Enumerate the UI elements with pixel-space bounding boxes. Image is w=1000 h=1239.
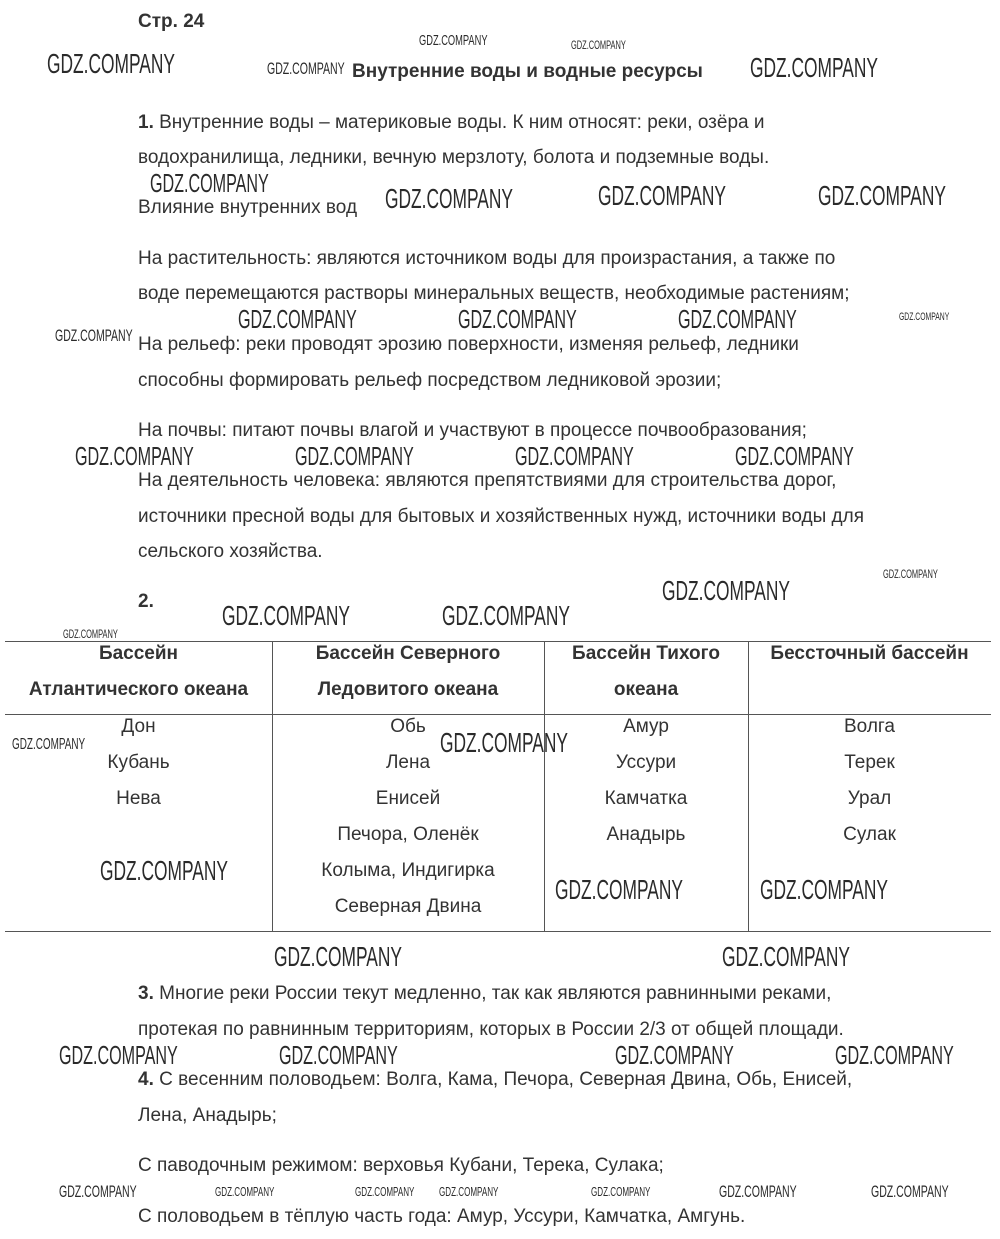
table-header-cell: Атлантического океана xyxy=(28,679,249,700)
watermark-logo: GDZ.COMPANY xyxy=(59,1040,178,1070)
q3-text: Многие реки России текут медленно, так к… xyxy=(153,983,832,1004)
watermark-logo: GDZ.COMPANY xyxy=(12,736,86,753)
table-cell: Кубань xyxy=(107,752,170,773)
watermark-logo: GDZ.COMPANY xyxy=(439,1183,499,1199)
q3-line1: 3. Многие реки России текут медленно, та… xyxy=(138,983,831,1005)
watermark-logo: GDZ.COMPANY xyxy=(899,310,950,323)
watermark-logo: GDZ.COMPANY xyxy=(419,31,488,49)
watermark-logo: GDZ.COMPANY xyxy=(883,567,938,581)
table-cell: Енисей xyxy=(375,788,441,809)
table-header-cell: океана xyxy=(613,679,679,700)
watermark-logo: GDZ.COMPANY xyxy=(440,727,568,758)
influence-human-3: сельского хозяйства. xyxy=(138,541,323,562)
influence-heading: Влияние внутренних вод xyxy=(138,197,358,218)
page-title: Внутренние воды и водные ресурсы xyxy=(352,61,703,82)
watermark-logo: GDZ.COMPANY xyxy=(555,874,683,905)
table-border-bottom xyxy=(5,931,991,932)
table-cell: Сулак xyxy=(843,824,896,845)
table-header-cell: Ледовитого океана xyxy=(317,679,499,700)
watermark-logo: GDZ.COMPANY xyxy=(63,627,118,641)
watermark-logo: GDZ.COMPANY xyxy=(267,58,345,78)
watermark-logo: GDZ.COMPANY xyxy=(238,304,357,334)
watermark-logo: GDZ.COMPANY xyxy=(515,441,634,471)
q4-line1: 4. С весенним половодьем: Волга, Кама, П… xyxy=(138,1069,852,1091)
q3-line2: протекая по равнинным территориям, котор… xyxy=(138,1019,844,1040)
watermark-logo: GDZ.COMPANY xyxy=(719,1181,797,1201)
q1-line2: водохранилища, ледники, вечную мерзлоту,… xyxy=(138,147,770,168)
watermark-logo: GDZ.COMPANY xyxy=(59,1181,137,1201)
watermark-logo: GDZ.COMPANY xyxy=(571,38,626,52)
q4-line4: С половодьем в тёплую часть года: Амур, … xyxy=(138,1206,746,1227)
watermark-logo: GDZ.COMPANY xyxy=(355,1183,415,1199)
influence-human-2: источники пресной воды для бытовых и хоз… xyxy=(138,506,864,527)
table-cell: Камчатка xyxy=(604,788,688,809)
influence-human-1: На деятельность человека: являются препя… xyxy=(138,470,837,491)
page-label: Стр. 24 xyxy=(138,11,205,32)
watermark-logo: GDZ.COMPANY xyxy=(818,180,946,211)
watermark-logo: GDZ.COMPANY xyxy=(150,168,269,198)
table-cell: Терек xyxy=(844,752,895,773)
table-header-cell: Бассейн Тихого xyxy=(572,643,720,664)
influence-soil: На почвы: питают почвы влагой и участвую… xyxy=(138,420,807,441)
table-cell: Обь xyxy=(390,716,426,737)
watermark-logo: GDZ.COMPANY xyxy=(222,600,350,631)
watermark-logo: GDZ.COMPANY xyxy=(279,1040,398,1070)
table-cell: Печора, Оленёк xyxy=(337,824,479,845)
watermark-logo: GDZ.COMPANY xyxy=(662,575,790,606)
q4-text: С весенним половодьем: Волга, Кама, Печо… xyxy=(153,1069,853,1090)
column-divider xyxy=(748,641,749,932)
watermark-logo: GDZ.COMPANY xyxy=(735,441,854,471)
watermark-logo: GDZ.COMPANY xyxy=(722,941,850,972)
influence-plants-2: воде перемещаются растворы минеральных в… xyxy=(138,283,850,304)
influence-relief-1: На рельеф: реки проводят эрозию поверхно… xyxy=(138,334,799,355)
watermark-logo: GDZ.COMPANY xyxy=(615,1040,734,1070)
watermark-logo: GDZ.COMPANY xyxy=(458,304,577,334)
table-cell: Колыма, Индигирка xyxy=(321,860,495,881)
watermark-logo: GDZ.COMPANY xyxy=(598,180,726,211)
watermark-logo: GDZ.COMPANY xyxy=(442,600,570,631)
watermark-logo: GDZ.COMPANY xyxy=(75,441,194,471)
column-divider xyxy=(272,641,273,932)
table-border-top xyxy=(5,641,991,642)
column-divider xyxy=(544,641,545,932)
table-header-divider xyxy=(5,714,991,715)
watermark-logo: GDZ.COMPANY xyxy=(760,874,888,905)
table-cell: Нева xyxy=(116,788,161,809)
watermark-logo: GDZ.COMPANY xyxy=(871,1181,949,1201)
q1-text: Внутренние воды – материковые воды. К ни… xyxy=(153,112,765,133)
watermark-logo: GDZ.COMPANY xyxy=(47,48,175,79)
influence-relief-2: способны формировать рельеф посредством … xyxy=(138,370,722,391)
influence-plants-1: На растительность: являются источником в… xyxy=(138,248,836,269)
watermark-logo: GDZ.COMPANY xyxy=(274,941,402,972)
q4-line3: С паводочным режимом: верховья Кубани, Т… xyxy=(138,1155,664,1176)
table-header-cell: Бассейн xyxy=(98,643,179,664)
q4-number: 4. xyxy=(138,1069,154,1090)
table-cell: Амур xyxy=(623,716,669,737)
table-cell: Дон xyxy=(121,716,156,737)
table-header-cell: Бессточный бассейн xyxy=(770,643,969,664)
q1-line1: 1. Внутренние воды – материковые воды. К… xyxy=(138,112,764,134)
watermark-logo: GDZ.COMPANY xyxy=(678,304,797,334)
table-cell: Волга xyxy=(844,716,895,737)
table-cell: Лена xyxy=(385,752,431,773)
watermark-logo: GDZ.COMPANY xyxy=(215,1183,275,1199)
watermark-logo: GDZ.COMPANY xyxy=(295,441,414,471)
table-cell: Анадырь xyxy=(606,824,686,845)
q1-number: 1. xyxy=(138,112,154,133)
watermark-logo: GDZ.COMPANY xyxy=(591,1183,651,1199)
watermark-logo: GDZ.COMPANY xyxy=(750,52,878,83)
q4-line2: Лена, Анадырь; xyxy=(138,1105,277,1126)
watermark-logo: GDZ.COMPANY xyxy=(55,325,133,345)
watermark-logo: GDZ.COMPANY xyxy=(100,855,228,886)
table-cell: Уссури xyxy=(615,752,677,773)
q3-number: 3. xyxy=(138,983,154,1004)
watermark-logo: GDZ.COMPANY xyxy=(385,183,513,214)
watermark-logo: GDZ.COMPANY xyxy=(835,1040,954,1070)
q2-number: 2. xyxy=(138,591,154,612)
table-cell: Северная Двина xyxy=(334,896,482,917)
table-header-cell: Бассейн Северного xyxy=(315,643,501,664)
table-cell: Урал xyxy=(847,788,892,809)
